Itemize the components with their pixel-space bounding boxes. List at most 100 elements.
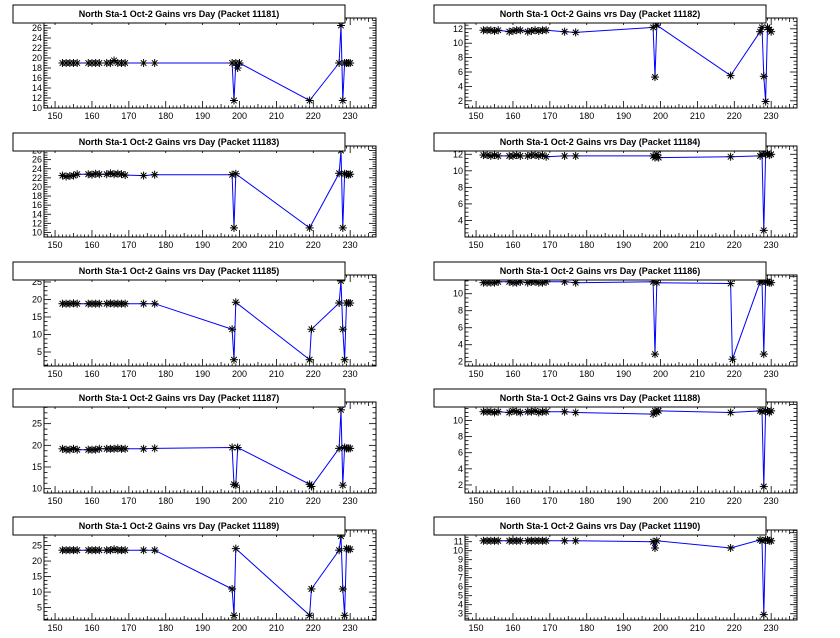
data-point-stroke bbox=[232, 545, 239, 552]
data-point-stroke bbox=[230, 97, 238, 104]
x-tick-label: 180 bbox=[158, 240, 173, 250]
data-point bbox=[490, 408, 499, 417]
data-point-stroke bbox=[122, 547, 129, 554]
x-tick-label: 230 bbox=[764, 369, 779, 379]
data-point-stroke bbox=[140, 445, 147, 452]
data-point-stroke bbox=[308, 326, 315, 333]
data-point-stroke bbox=[232, 482, 239, 489]
y-tick-label: 2 bbox=[458, 96, 463, 106]
data-point bbox=[560, 151, 569, 160]
data-point-stroke bbox=[561, 408, 568, 415]
y-tick-label: 5 bbox=[37, 347, 42, 357]
data-point-stroke bbox=[517, 537, 524, 544]
x-tick-label: 210 bbox=[690, 369, 705, 379]
data-point-stroke bbox=[70, 172, 77, 179]
chart-panel-4: 150 160 170 180 190 200 210 220 230 4 6 8 10 12 North … bbox=[433, 132, 798, 250]
data-point bbox=[728, 355, 737, 364]
x-tick-label: 230 bbox=[764, 111, 779, 121]
data-point-stroke bbox=[122, 171, 129, 179]
x-tick-label: 180 bbox=[579, 369, 594, 379]
data-point-stroke bbox=[768, 151, 775, 158]
chart-title-box bbox=[433, 516, 767, 536]
data-point bbox=[571, 408, 580, 417]
data-point-stroke bbox=[74, 171, 81, 178]
y-tick-label: 6 bbox=[458, 67, 463, 77]
data-point bbox=[150, 299, 159, 308]
chart-panel-5: 150 160 170 180 190 200 210 220 230 5 10 15 20 25 Nort… bbox=[12, 261, 377, 379]
chart-panel-10: 1501601701801902002102202303456789101112… bbox=[433, 516, 798, 633]
data-point bbox=[307, 584, 316, 593]
x-tick-label: 220 bbox=[306, 240, 321, 250]
chart-title-box bbox=[12, 132, 346, 152]
data-point-stroke bbox=[561, 28, 568, 35]
data-point bbox=[759, 350, 768, 359]
x-tick-label: 160 bbox=[505, 111, 520, 121]
chart-title-box bbox=[433, 388, 767, 408]
data-point bbox=[340, 355, 349, 364]
data-point bbox=[494, 407, 503, 416]
chart-title-box bbox=[12, 4, 346, 24]
data-point-stroke bbox=[140, 172, 147, 179]
x-tick-label: 210 bbox=[690, 623, 705, 633]
x-tick-label: 190 bbox=[616, 240, 631, 250]
x-tick-label: 170 bbox=[542, 240, 557, 250]
data-point bbox=[654, 153, 663, 162]
y-tick-label: 8 bbox=[458, 53, 463, 63]
series-line-1 bbox=[483, 24, 772, 102]
data-point-stroke bbox=[495, 152, 502, 160]
data-point-stroke bbox=[487, 408, 494, 415]
data-point-stroke bbox=[651, 350, 659, 358]
chart-panel-7: 1501601701801902002102202301015202530Nor… bbox=[12, 388, 377, 506]
x-tick-label: 210 bbox=[269, 623, 284, 633]
data-point-stroke bbox=[308, 585, 315, 593]
y-tick-label: 20 bbox=[32, 295, 42, 305]
x-tick-label: 200 bbox=[653, 240, 668, 250]
data-point-stroke bbox=[509, 152, 517, 160]
y-tick-label: 4 bbox=[458, 81, 463, 91]
data-point bbox=[338, 223, 347, 232]
chart-title: North Sta-1 Oct-2 Gains vrs Day (Packet … bbox=[79, 393, 280, 403]
data-point bbox=[652, 536, 661, 545]
data-point-stroke bbox=[74, 547, 81, 554]
data-point-stroke bbox=[335, 170, 343, 177]
data-point bbox=[228, 584, 237, 593]
data-point bbox=[235, 59, 244, 67]
x-tick-label: 180 bbox=[158, 369, 173, 379]
chart-title-box bbox=[12, 516, 346, 536]
data-point-stroke bbox=[517, 27, 524, 34]
data-point bbox=[542, 536, 551, 545]
y-tick-label: 16 bbox=[32, 200, 42, 210]
data-point-stroke bbox=[335, 445, 343, 452]
data-point-stroke bbox=[561, 537, 568, 544]
data-point bbox=[73, 59, 82, 67]
data-point bbox=[767, 150, 776, 159]
data-point-stroke bbox=[513, 279, 520, 286]
data-point-stroke bbox=[96, 59, 103, 67]
data-point bbox=[338, 96, 347, 105]
chart-title: North Sta-1 Oct-2 Gains vrs Day (Packet … bbox=[79, 137, 280, 147]
x-tick-label: 230 bbox=[764, 240, 779, 250]
y-tick-label: 5 bbox=[458, 591, 463, 601]
x-tick-label: 210 bbox=[269, 496, 284, 506]
data-point bbox=[494, 536, 503, 545]
y-tick-label: 20 bbox=[32, 556, 42, 566]
data-point bbox=[726, 71, 735, 80]
data-point-stroke bbox=[760, 483, 767, 490]
data-point-stroke bbox=[509, 407, 517, 415]
y-tick-label: 26 bbox=[32, 155, 42, 165]
data-point-stroke bbox=[651, 544, 659, 552]
data-point bbox=[305, 355, 314, 364]
data-point-stroke bbox=[543, 27, 550, 34]
y-tick-label: 12 bbox=[32, 93, 42, 103]
data-point-stroke bbox=[727, 544, 734, 552]
x-tick-label: 160 bbox=[84, 623, 99, 633]
x-tick-label: 230 bbox=[764, 623, 779, 633]
data-point bbox=[338, 325, 347, 334]
y-tick-label: 10 bbox=[32, 103, 42, 113]
data-point bbox=[494, 26, 503, 35]
data-point bbox=[516, 536, 525, 545]
chart-panel-9: 15016017018019020021022023051015202530No… bbox=[12, 516, 377, 633]
data-point bbox=[508, 151, 517, 160]
data-point-stroke bbox=[228, 585, 236, 593]
data-point bbox=[117, 170, 126, 179]
